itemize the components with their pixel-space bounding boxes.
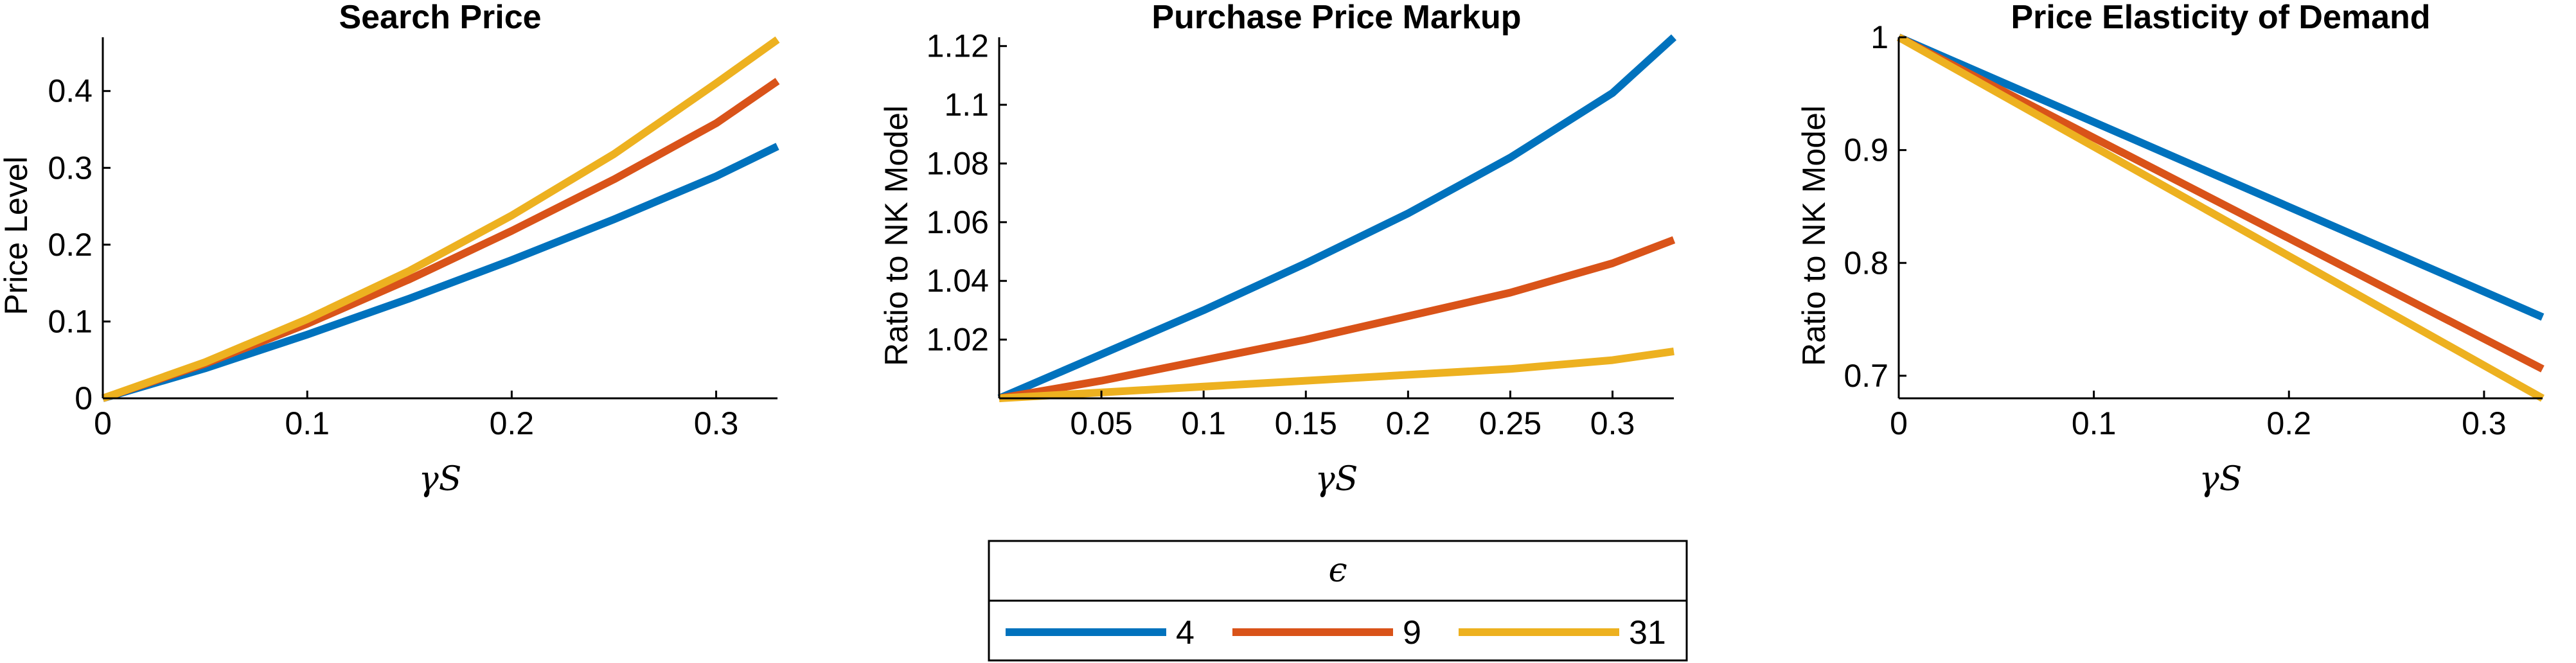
- y-tick-label: 0.3: [48, 150, 93, 186]
- x-tick-label: 0.1: [285, 405, 330, 441]
- x-axis-label: γS: [1315, 460, 1358, 499]
- y-axis-label: Price Level: [0, 156, 34, 315]
- y-tick-label: 1.08: [927, 145, 989, 181]
- series-line-31: [999, 347, 1674, 402]
- y-tick-label: 1.06: [927, 204, 989, 240]
- x-tick-label: 0.2: [1386, 405, 1431, 441]
- legend-label-9: 9: [1403, 614, 1421, 651]
- legend-label-31: 31: [1629, 614, 1666, 651]
- y-axis-label: Ratio to NK Model: [878, 105, 914, 366]
- y-tick-label: 1.12: [927, 28, 989, 64]
- x-tick-label: 0.3: [1590, 405, 1635, 441]
- legend-title: ϵ: [1328, 551, 1347, 590]
- y-axis-label: Ratio to NK Model: [1796, 105, 1832, 366]
- x-tick-label: 0.25: [1479, 405, 1541, 441]
- panel-title: Price Elasticity of Demand: [2011, 0, 2430, 36]
- series-line-31: [102, 36, 780, 402]
- series-line-9: [1897, 33, 2545, 373]
- panel-purchase-price-markup: Purchase Price Markup Ratio to NK Model …: [878, 0, 1677, 499]
- legend: ϵ 4 9 31: [988, 540, 1688, 662]
- y-tick-label: 1.1: [944, 87, 989, 123]
- x-tick-label: 0.05: [1070, 405, 1132, 441]
- y-tick-label: 0.4: [48, 73, 93, 109]
- x-tick-label: 0.2: [490, 405, 535, 441]
- y-tick-label: 0.7: [1843, 358, 1888, 394]
- y-tick-label: 0.8: [1843, 245, 1888, 281]
- panel-title: Search Price: [339, 0, 541, 36]
- series-line-9: [998, 236, 1676, 402]
- x-tick-label: 0: [1890, 405, 1908, 441]
- y-tick-label: 0: [75, 380, 93, 416]
- x-axis-label: γS: [2199, 460, 2243, 499]
- panel-price-elasticity: Price Elasticity of Demand Ratio to NK M…: [1796, 0, 2545, 499]
- x-tick-label: 0.2: [2267, 405, 2312, 441]
- y-tick-label: 0.1: [48, 303, 93, 339]
- series-line-4: [102, 143, 779, 402]
- x-tick-label: 0.1: [1181, 405, 1226, 441]
- x-tick-label: 0.3: [694, 405, 739, 441]
- legend-label-4: 4: [1176, 614, 1195, 651]
- y-tick-label: 0.9: [1843, 132, 1888, 168]
- panel-title: Purchase Price Markup: [1151, 0, 1521, 36]
- y-tick-label: 1.02: [927, 322, 989, 358]
- series-line-31: [1897, 33, 2545, 402]
- x-tick-label: 0.3: [2462, 405, 2507, 441]
- series-line-9: [102, 78, 780, 402]
- panel-search-price: Search Price Price Level γS 0 0.1 0.2 0.3 0 0…: [0, 0, 780, 499]
- x-tick-label: 0.15: [1275, 405, 1337, 441]
- x-tick-label: 0: [94, 405, 112, 441]
- y-tick-label: 1.04: [927, 263, 989, 299]
- y-tick-label: 1: [1870, 19, 1888, 55]
- y-tick-label: 0.2: [48, 227, 93, 263]
- series-line-4: [1897, 33, 2545, 321]
- series-line-4: [997, 34, 1677, 402]
- x-axis-label: γS: [419, 460, 462, 499]
- x-tick-label: 0.1: [2072, 405, 2117, 441]
